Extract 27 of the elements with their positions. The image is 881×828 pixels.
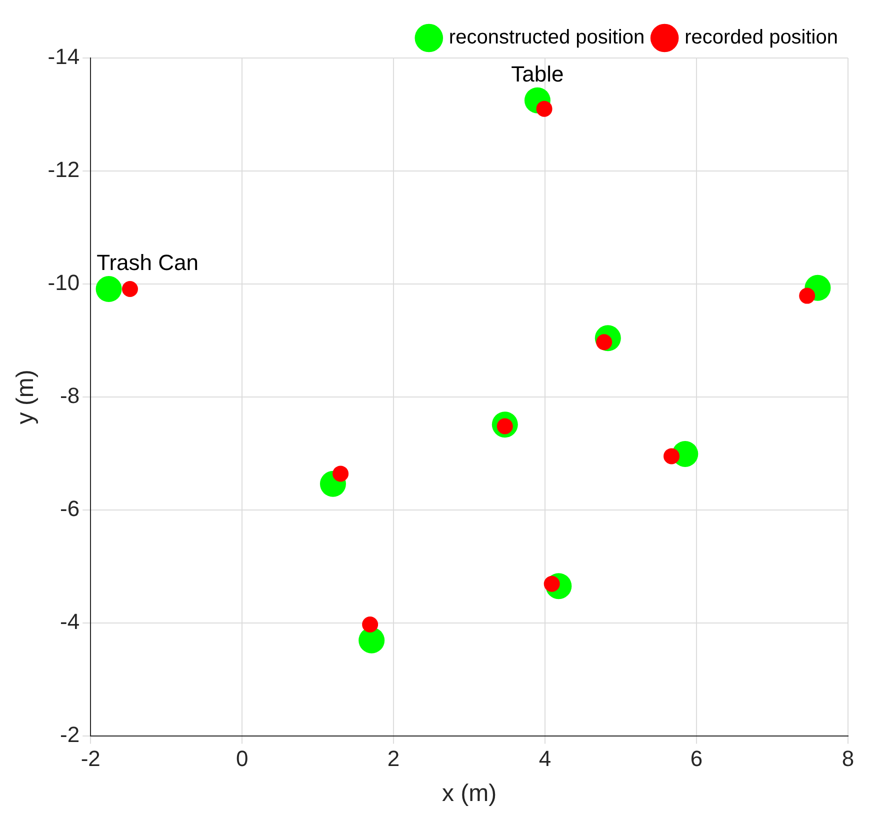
y-tick-label: -10 [48, 270, 80, 295]
y-tick-label: -12 [48, 157, 80, 182]
x-tick-label: 0 [236, 746, 248, 772]
y-axis-title: y (m) [12, 370, 40, 424]
x-tick-label: 4 [538, 746, 552, 772]
legend-label: reconstructed position [448, 26, 645, 49]
point [362, 616, 378, 633]
x-tick-label: 6 [690, 746, 703, 772]
y-tick-label: -8 [60, 382, 80, 408]
point [358, 627, 385, 654]
point [799, 288, 816, 304]
point [664, 448, 680, 464]
x-tick-label: 8 [842, 746, 854, 772]
point [96, 276, 122, 302]
y-tick-label: -4 [60, 608, 80, 634]
y-tick-label: -6 [60, 496, 80, 521]
annotation: Table [511, 61, 564, 86]
point [536, 100, 552, 117]
point [122, 281, 138, 298]
y-tick-label: -2 [60, 722, 80, 747]
legend-label: recorded position [684, 26, 838, 49]
y-tick-label: -14 [48, 44, 80, 70]
x-tick-label: 2 [387, 746, 400, 772]
x-tick-label: -2 [80, 746, 100, 772]
point [332, 466, 349, 482]
annotation: Trash Can [96, 250, 198, 276]
x-axis-title: x (m) [442, 780, 497, 808]
